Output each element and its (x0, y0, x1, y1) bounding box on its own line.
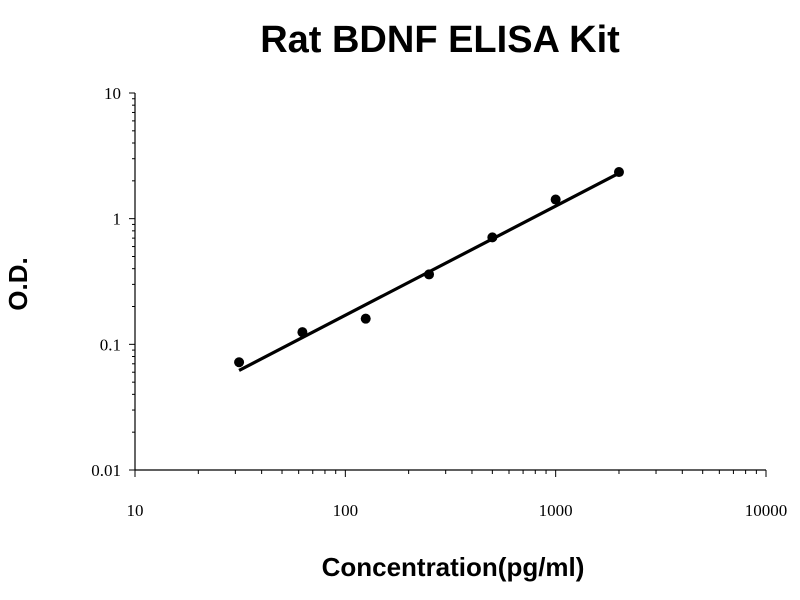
x-axis-title: Concentration(pg/ml) (322, 552, 585, 582)
data-point (360, 313, 371, 324)
data-point (613, 167, 624, 178)
data-point (297, 327, 308, 338)
data-point (550, 194, 561, 205)
y-tick-label: 0.01 (91, 461, 121, 480)
y-tick-label: 10 (104, 84, 121, 103)
x-tick-label: 1000 (539, 501, 573, 520)
data-point (234, 357, 245, 368)
x-tick-label: 100 (333, 501, 359, 520)
y-axis-title: O.D. (3, 257, 33, 310)
data-point (424, 269, 435, 280)
tick-labels: 0.01 0.1 1 10 10 100 1000 10000 (91, 84, 787, 520)
y-tick-label: 1 (113, 210, 122, 229)
data-points (234, 167, 624, 368)
x-tick-label: 10000 (745, 501, 788, 520)
tick-marks (129, 92, 767, 477)
axes (134, 93, 766, 471)
x-tick-label: 10 (127, 501, 144, 520)
chart-title: Rat BDNF ELISA Kit (260, 19, 620, 61)
y-tick-label: 0.1 (100, 335, 121, 354)
data-point (487, 232, 498, 243)
